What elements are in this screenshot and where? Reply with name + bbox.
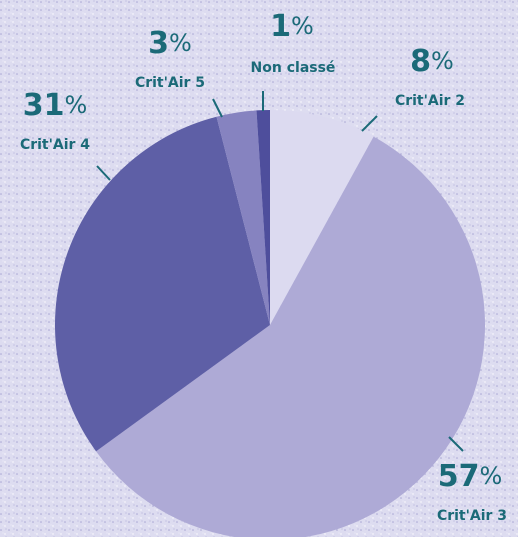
- value-label: 3%: [148, 26, 192, 61]
- value-label: 31%: [23, 88, 88, 123]
- value-label: 57%: [438, 459, 503, 494]
- slice-label: Crit'Air 4: [20, 137, 90, 153]
- leader-line: [96, 165, 111, 181]
- slice-label: Crit'Air 5: [135, 75, 205, 91]
- pie-slice: [216, 110, 270, 325]
- value-label: 1%: [270, 9, 314, 44]
- leader-line: [212, 98, 223, 118]
- pie-slice: [270, 110, 374, 325]
- slice-label: Crit'Air 2: [395, 93, 465, 109]
- pie-slice: [96, 136, 485, 537]
- slice-label: Crit'Air 3: [437, 508, 507, 524]
- pie-slice: [55, 116, 271, 452]
- slice-label: Non classé: [251, 60, 336, 76]
- leader-line: [448, 436, 464, 452]
- pie-slice: [256, 110, 270, 325]
- leader-line: [361, 115, 378, 132]
- value-label: 8%: [410, 44, 454, 79]
